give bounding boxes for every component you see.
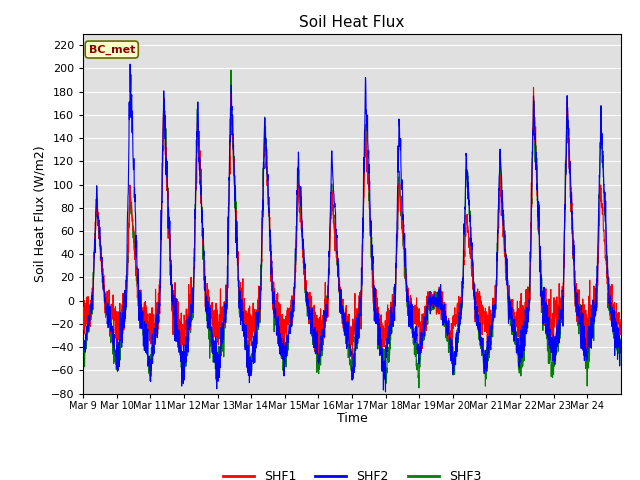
Legend: SHF1, SHF2, SHF3: SHF1, SHF2, SHF3 — [218, 465, 486, 480]
Title: Soil Heat Flux: Soil Heat Flux — [300, 15, 404, 30]
X-axis label: Time: Time — [337, 412, 367, 425]
Y-axis label: Soil Heat Flux (W/m2): Soil Heat Flux (W/m2) — [33, 145, 47, 282]
Text: BC_met: BC_met — [88, 44, 135, 55]
